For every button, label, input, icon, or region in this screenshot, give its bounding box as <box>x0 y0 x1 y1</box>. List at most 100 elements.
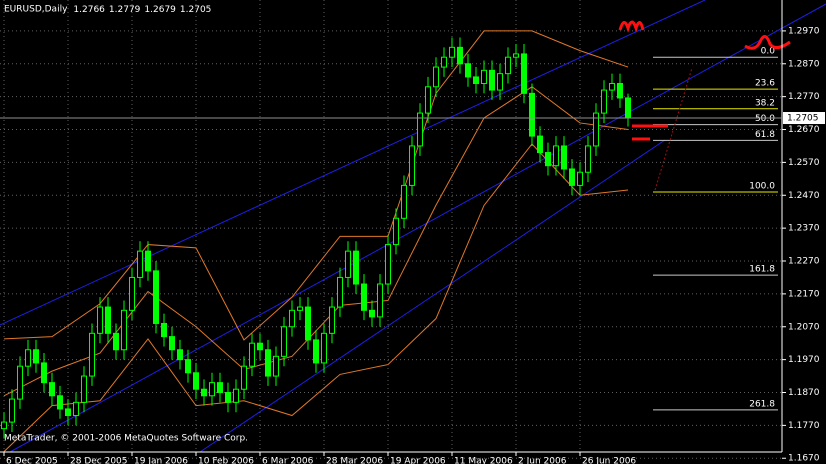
candle-body <box>417 112 423 147</box>
candle-body <box>113 332 119 351</box>
x-tick-label: 6 Dec 2005 <box>6 457 58 464</box>
y-tick-label: 1.2670 <box>788 125 820 135</box>
candle-body <box>177 349 183 361</box>
candle-body <box>265 349 271 377</box>
candle-body <box>553 145 559 167</box>
candle-body <box>289 309 295 328</box>
fib-label: 38.2 <box>755 98 775 108</box>
candle-body <box>457 46 463 65</box>
y-tick-label: 1.2970 <box>788 26 820 36</box>
candle-body <box>257 342 263 351</box>
x-tick-label: 28 Dec 2005 <box>70 457 128 464</box>
y-tick-label: 1.2370 <box>788 224 820 234</box>
candle-body <box>225 392 231 403</box>
candle-body <box>81 375 87 403</box>
candle-body <box>25 349 31 367</box>
candle-body <box>577 171 583 186</box>
candle-body <box>505 56 511 75</box>
ohlc-value: 1.2705 <box>180 5 212 15</box>
candle-body <box>377 283 383 318</box>
candle-body <box>33 349 39 364</box>
ohlc-value: 1.2766 <box>73 5 105 15</box>
x-tick-label: 6 Mar 2006 <box>262 457 314 464</box>
candle-body <box>513 53 519 58</box>
channel-top <box>0 0 706 326</box>
candles <box>1 37 631 439</box>
fib-label: 261.8 <box>749 399 775 409</box>
candle-body <box>601 89 607 114</box>
ohlc-value: 1.2679 <box>144 5 176 15</box>
candle-body <box>137 250 143 278</box>
candle-body <box>201 388 207 397</box>
candle-body <box>369 309 375 318</box>
candle-body <box>393 217 399 246</box>
candle-body <box>337 276 343 308</box>
y-tick-label: 1.1870 <box>788 388 820 398</box>
footer: MetaTrader, © 2001-2006 MetaQuotes Softw… <box>4 434 248 444</box>
candle-body <box>497 73 503 91</box>
candle-body <box>345 250 351 278</box>
band-lower <box>3 143 629 453</box>
candle-body <box>433 66 439 88</box>
channel-middle <box>9 3 826 453</box>
candle-body <box>209 382 215 397</box>
candle-body <box>65 408 71 417</box>
x-tick-label: 26 Jun 2006 <box>582 457 636 464</box>
y-tick-label: 1.2570 <box>788 158 820 168</box>
candle-body <box>401 184 407 219</box>
candle-body <box>537 135 543 154</box>
x-tick-label: 11 May 2006 <box>454 457 513 464</box>
candle-body <box>145 250 151 272</box>
y-tick-label: 1.1670 <box>788 454 820 464</box>
x-tick-label: 2 Jun 2006 <box>518 457 567 464</box>
x-tick-label: 19 Apr 2006 <box>390 457 446 464</box>
candle-body <box>473 76 479 84</box>
candle-body <box>529 92 535 137</box>
candle-body <box>617 82 623 99</box>
candle-body <box>9 398 15 423</box>
y-tick-label: 1.2770 <box>788 92 820 102</box>
candle-body <box>361 283 367 311</box>
axes: 1.2970 1.2870 1.2770 1.2670 1.2570 1.2470 1.23… <box>0 26 825 464</box>
candle-body <box>449 46 455 58</box>
candle-body <box>169 336 175 351</box>
candle-body <box>241 365 247 390</box>
fib-label: 0.0 <box>761 47 776 57</box>
candle-body <box>609 82 615 91</box>
candle-body <box>161 322 167 338</box>
candle-body <box>105 306 111 334</box>
ohlc-value: 1.2779 <box>109 5 141 15</box>
candle-body <box>409 145 415 186</box>
candle-body <box>305 306 311 341</box>
candle-body <box>625 97 631 119</box>
candle-body <box>17 365 23 400</box>
candle-body <box>481 69 487 84</box>
candle-body <box>249 342 255 367</box>
candle-body <box>489 69 495 91</box>
candle-body <box>545 152 551 167</box>
red-mark <box>744 35 791 50</box>
y-tick-label: 1.2170 <box>788 289 820 299</box>
candle-body <box>1 421 7 430</box>
candle-body <box>217 382 223 394</box>
candle-body <box>569 168 575 186</box>
candle-body <box>121 309 127 351</box>
x-tick-label: 28 Mar 2006 <box>326 457 383 464</box>
candle-body <box>297 306 303 311</box>
candle-body <box>97 306 103 334</box>
fib-label: 61.8 <box>755 130 775 140</box>
fibonacci: 0.0 23.6 38.2 50.0 61.8 100.0 161.8 261.8 <box>653 47 778 411</box>
candle-body <box>353 250 359 285</box>
y-tick-label: 1.2270 <box>788 257 820 267</box>
y-tick-label: 1.2870 <box>788 59 820 69</box>
candle-body <box>321 332 327 364</box>
fib-label: 50.0 <box>755 114 775 124</box>
fib-label: 23.6 <box>755 79 775 89</box>
x-tick-label: 19 Jan 2006 <box>134 457 188 464</box>
candle-body <box>441 56 447 68</box>
candle-body <box>313 339 319 364</box>
fib-label: 161.8 <box>749 265 775 275</box>
candle-body <box>233 388 239 403</box>
x-tick-label: 10 Feb 2006 <box>198 457 254 464</box>
